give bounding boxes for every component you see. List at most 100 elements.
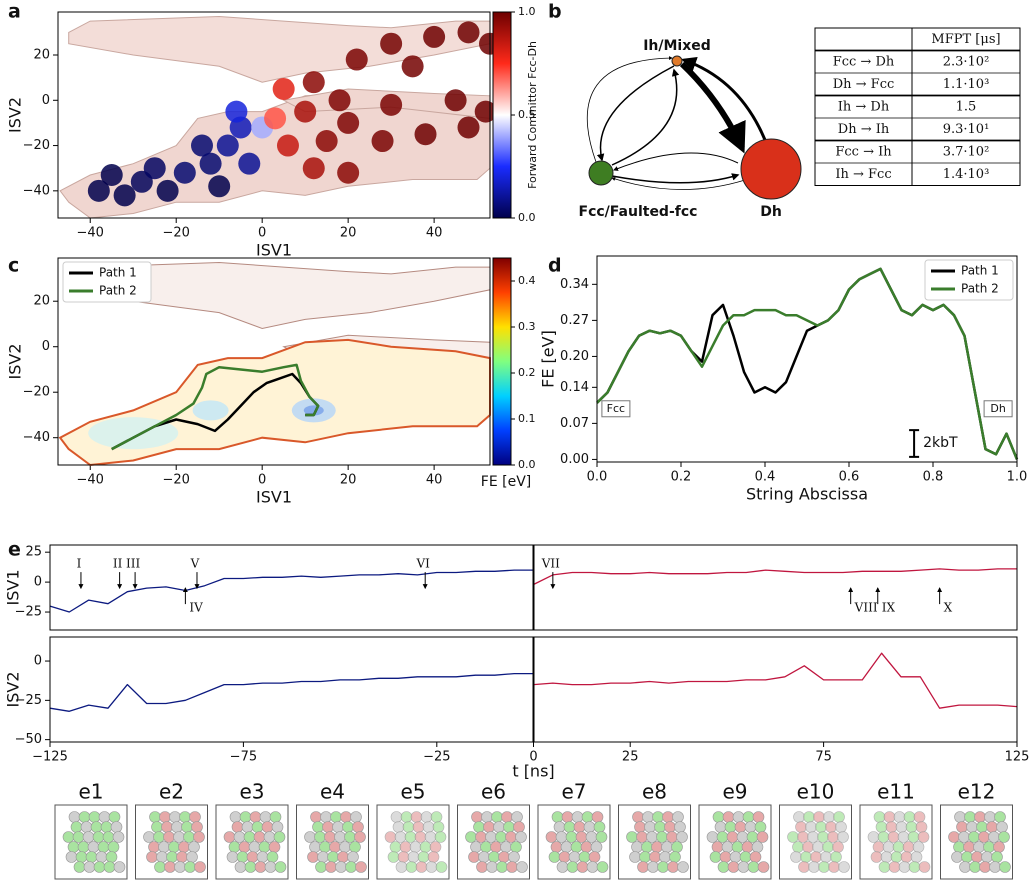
atom [707, 832, 718, 843]
scatter-point [415, 123, 437, 145]
atom [992, 852, 1003, 863]
atom [259, 842, 270, 853]
event-label: III [126, 557, 140, 571]
atom [898, 832, 909, 843]
atom [192, 822, 203, 833]
atom [345, 832, 356, 843]
atom [881, 852, 892, 863]
atom [967, 822, 978, 833]
atom [343, 822, 354, 833]
atom [433, 822, 444, 833]
table-header: MFPT [μs] [931, 32, 1000, 47]
atom [174, 832, 185, 843]
atom [551, 842, 562, 853]
atom [653, 812, 664, 823]
atom [627, 832, 638, 843]
atom [957, 822, 968, 833]
atom [894, 812, 905, 823]
x-tick-label: 0.0 [587, 470, 608, 485]
table-cell: 1.4·10³ [943, 167, 990, 182]
node-label: Ih/Mixed [643, 38, 711, 54]
event-label: I [77, 557, 82, 571]
atom [955, 812, 966, 823]
atom [896, 822, 907, 833]
y-axis-label: ISV2 [4, 672, 23, 708]
atom [901, 852, 912, 863]
atom [406, 862, 417, 873]
atom [838, 832, 849, 843]
atom [489, 852, 500, 863]
atom [405, 832, 416, 843]
atom [663, 812, 674, 823]
x-tick-label: 1.0 [1007, 470, 1028, 485]
scatter-point [372, 130, 394, 152]
atom [66, 852, 77, 863]
density-cloud [69, 17, 490, 83]
panel-label: d [548, 255, 562, 277]
atom [648, 862, 659, 873]
x-tick-label: 125 [1005, 750, 1030, 765]
atom [650, 852, 661, 863]
atom [959, 832, 970, 843]
atom [492, 812, 503, 823]
table-cell: Fcc → Dh [833, 54, 895, 69]
atom [965, 812, 976, 823]
series-line [50, 674, 534, 712]
table-cell: 9.3·10¹ [943, 122, 990, 137]
legend-label: Path 1 [99, 266, 137, 280]
atom [879, 862, 890, 873]
atom [175, 862, 186, 873]
annotation: 2kbT [923, 435, 958, 451]
x-tick-label: 0 [258, 226, 266, 241]
atom [436, 862, 447, 873]
atom [385, 832, 396, 843]
atom [1000, 862, 1011, 873]
y-tick-label: 0.00 [560, 452, 589, 467]
atom [836, 822, 847, 833]
atom [99, 812, 110, 823]
atom [911, 852, 922, 863]
atom [420, 842, 431, 853]
x-axis-label: ISV1 [256, 241, 292, 260]
scatter-point [402, 55, 424, 77]
atom [814, 812, 825, 823]
colorbar-tick-label: 0.3 [518, 320, 536, 333]
atom [668, 862, 679, 873]
atom [428, 852, 439, 863]
scatter-point [101, 164, 123, 186]
atom [833, 842, 844, 853]
scatter-point [217, 135, 239, 157]
y-axis-label: ISV2 [6, 344, 25, 380]
x-axis-label: t [ns] [512, 762, 554, 781]
atom [84, 862, 95, 873]
atom [69, 812, 80, 823]
scatter-point [114, 184, 136, 206]
atom [904, 812, 915, 823]
atom [396, 862, 407, 873]
panel-label: a [8, 1, 21, 23]
atom [985, 812, 996, 823]
colorbar-tick-label: 0.0 [518, 211, 536, 224]
snapshot-label: e12 [958, 780, 996, 804]
atom [886, 822, 897, 833]
table-cell: Ih → Dh [838, 99, 890, 114]
atom [265, 862, 276, 873]
atom [504, 822, 515, 833]
y-tick-label: 20 [33, 48, 50, 63]
atom [247, 852, 258, 863]
atom [727, 832, 738, 843]
atom [403, 822, 414, 833]
atom [954, 842, 965, 853]
figure: abcde−40−2002040−40−20020ISV1ISV20.00.51… [0, 0, 1032, 883]
atom [435, 832, 446, 843]
atom [757, 832, 768, 843]
atom [335, 832, 346, 843]
y-axis-label: ISV2 [6, 97, 25, 133]
atom [804, 812, 815, 823]
atom [591, 842, 602, 853]
atom [733, 812, 744, 823]
atom [839, 862, 850, 873]
atom [338, 852, 349, 863]
atom [250, 812, 261, 823]
atom [557, 862, 568, 873]
